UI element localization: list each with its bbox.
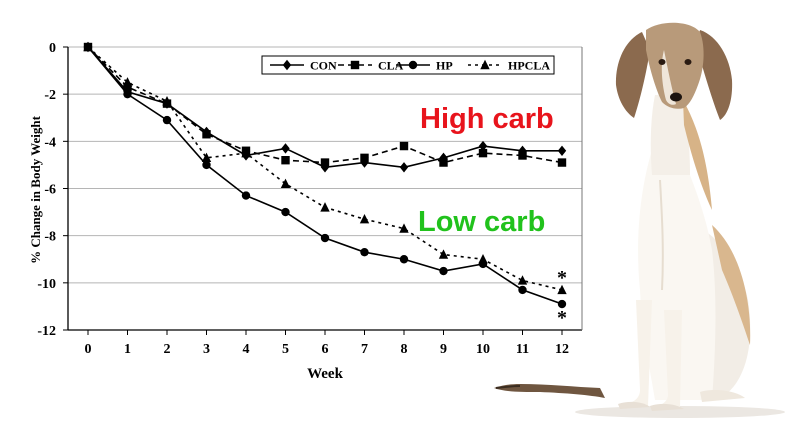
legend-marker-hp [408, 60, 418, 70]
legend-label-con: CON [310, 59, 337, 73]
data-point-con [281, 143, 290, 154]
x-tick-label: 1 [124, 342, 131, 357]
data-point-cla [360, 153, 369, 163]
data-point-hpcla [359, 213, 370, 224]
data-point-hp [518, 285, 527, 295]
legend-marker-con [282, 59, 292, 71]
data-point-hp [123, 89, 132, 99]
data-point-cla [478, 148, 488, 158]
dog-illustration [494, 22, 785, 418]
data-point-hpcla [280, 178, 291, 188]
data-point-hpcla [557, 284, 567, 295]
y-tick-label: 0 [49, 41, 56, 56]
data-point-hpcla [517, 275, 528, 285]
data-point-hp [557, 299, 567, 309]
data-point-hpcla [83, 41, 93, 52]
data-point-hp [320, 233, 330, 243]
x-tick-label: 10 [476, 342, 490, 357]
legend-marker-hpcla [480, 59, 490, 70]
significance-marker: * [557, 267, 567, 289]
x-tick-label: 2 [164, 342, 171, 357]
x-tick-label: 9 [440, 342, 447, 357]
data-point-hpcla [241, 147, 251, 158]
y-tick-label: -4 [44, 135, 56, 150]
series-hpcla [83, 41, 567, 295]
x-axis-label: Week [307, 366, 343, 382]
data-point-hpcla [438, 249, 449, 259]
x-tick-label: 12 [555, 342, 569, 357]
data-point-hpcla [122, 77, 133, 87]
series-line-hp [87, 46, 563, 305]
series-group: ** [83, 41, 567, 329]
axes: 0-2-4-6-8-10-120 1 2 3 4 5 6 7 8 9 10 11 12 [37, 41, 583, 357]
legend-label-cla: CLA [378, 59, 404, 73]
significance-marker: * [557, 307, 567, 329]
x-tick-label: 0 [85, 342, 92, 357]
data-point-hp [241, 191, 251, 200]
data-point-hpcla [162, 96, 172, 106]
y-tick-label: -2 [44, 88, 56, 103]
data-point-hp [202, 160, 211, 170]
x-tick-label: 5 [282, 342, 289, 357]
data-point-hpcla [478, 254, 488, 264]
legend: CON CLA HP HPCLA [261, 55, 555, 75]
data-point-cla [518, 151, 527, 160]
data-point-con [399, 162, 409, 173]
series-hp [83, 42, 567, 309]
data-point-cla [320, 158, 330, 167]
data-point-hp [439, 266, 448, 276]
data-point-cla [557, 158, 567, 167]
data-point-cla [281, 156, 290, 165]
data-point-cla [123, 82, 132, 92]
x-tick-label: 11 [516, 342, 529, 357]
data-point-hp [162, 115, 172, 125]
legend-label-hpcla: HPCLA [508, 59, 550, 73]
grid-lines [68, 46, 582, 331]
x-tick-label: 7 [361, 342, 368, 357]
y-axis-label: % Change in Body Weight [28, 115, 43, 264]
low-carb-annotation: Low carb [418, 206, 545, 238]
y-tick-label: -6 [44, 183, 56, 198]
data-point-hp [360, 247, 369, 257]
data-point-con [478, 140, 488, 152]
legend-marker-cla [350, 60, 360, 70]
x-tick-label: 3 [203, 342, 210, 357]
data-point-con [557, 145, 567, 156]
y-tick-label: -10 [37, 277, 56, 292]
data-point-cla [439, 158, 448, 167]
high-carb-annotation: High carb [420, 103, 554, 135]
data-point-hpcla [201, 152, 212, 163]
x-tick-label: 6 [322, 342, 329, 357]
x-tick-label: 8 [401, 342, 408, 357]
data-point-hpcla [320, 202, 330, 212]
data-point-hpcla [399, 223, 409, 233]
x-tick-label: 4 [243, 342, 250, 357]
legend-label-hp: HP [436, 59, 453, 73]
data-point-hp [281, 207, 290, 217]
y-tick-label: -8 [44, 230, 56, 245]
data-point-hp [399, 255, 409, 264]
data-point-cla [202, 130, 211, 139]
data-point-cla [399, 141, 409, 151]
y-tick-label: -12 [37, 324, 56, 339]
